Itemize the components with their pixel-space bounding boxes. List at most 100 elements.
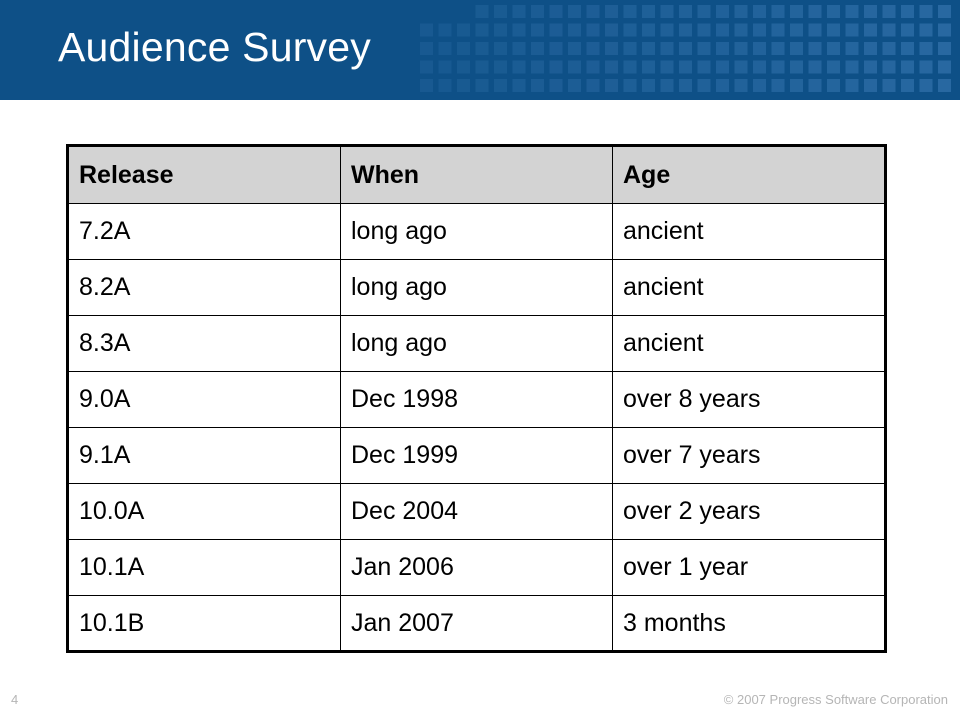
header-pattern-square xyxy=(697,23,711,37)
header-pattern-square xyxy=(790,42,803,55)
header-pattern-square xyxy=(901,23,914,37)
header-pattern-square xyxy=(642,23,655,37)
header-pattern-square xyxy=(827,79,840,92)
header-pattern-square xyxy=(827,5,840,18)
header-pattern-square xyxy=(845,60,859,74)
when-cell: long ago xyxy=(340,259,613,316)
header-pattern-square xyxy=(420,23,433,37)
header-pattern-square xyxy=(586,60,600,74)
header-pattern-square xyxy=(549,5,563,18)
header-pattern-square xyxy=(512,5,526,18)
page-number: 4 xyxy=(11,692,19,707)
when-cell: Jan 2007 xyxy=(340,595,613,652)
header-pattern-square xyxy=(438,42,452,55)
header-pattern-square xyxy=(494,60,507,74)
header-pattern-square xyxy=(605,42,618,55)
header-pattern-square xyxy=(882,79,896,92)
header-pattern-square xyxy=(660,23,674,37)
header-pattern-square xyxy=(605,60,618,74)
copyright-notice: © 2007 Progress Software Corporation xyxy=(723,692,948,707)
header-pattern-square xyxy=(919,23,933,37)
column-header-release: Release xyxy=(67,145,341,204)
header-pattern-square xyxy=(531,42,544,55)
header-pattern-square xyxy=(827,23,840,37)
header-pattern-square xyxy=(864,23,877,37)
header-pattern-square xyxy=(586,79,600,92)
header-pattern-square xyxy=(771,23,785,37)
header-pattern-square xyxy=(679,42,692,55)
header-pattern-square xyxy=(549,23,563,37)
header-pattern-square xyxy=(623,42,637,55)
header-pattern-square xyxy=(919,60,933,74)
header-pattern-square xyxy=(938,79,951,92)
header-pattern-square xyxy=(512,79,526,92)
header-bar: Audience Survey xyxy=(0,0,960,100)
header-pattern-square xyxy=(531,23,544,37)
header-pattern-square xyxy=(605,79,618,92)
age-cell: over 1 year xyxy=(612,539,886,596)
header-pattern-square xyxy=(475,42,489,55)
header-pattern-square xyxy=(864,79,877,92)
header-pattern-square xyxy=(808,42,822,55)
table-row: 7.2A long ago ancient xyxy=(67,203,886,260)
header-pattern-square xyxy=(568,60,581,74)
header-pattern-square xyxy=(623,79,637,92)
header-pattern-square xyxy=(586,5,600,18)
header-pattern-square xyxy=(845,23,859,37)
header-pattern-square xyxy=(697,79,711,92)
header-pattern-square xyxy=(790,23,803,37)
header-pattern-square xyxy=(734,60,748,74)
release-cell: 10.0A xyxy=(67,483,341,540)
table-row: 8.3A long ago ancient xyxy=(67,315,886,372)
header-pattern-square xyxy=(438,23,452,37)
header-pattern-square xyxy=(771,42,785,55)
header-pattern-square xyxy=(938,23,951,37)
header-pattern-square xyxy=(475,23,489,37)
header-pattern-square xyxy=(901,5,914,18)
header-pattern-square xyxy=(734,23,748,37)
header-pattern-square xyxy=(494,23,507,37)
slide-title: Audience Survey xyxy=(58,24,371,70)
age-cell: 3 months xyxy=(612,595,886,652)
header-pattern-square xyxy=(697,42,711,55)
header-pattern-square xyxy=(753,5,766,18)
header-pattern-square xyxy=(420,60,433,74)
header-pattern-square xyxy=(568,42,581,55)
header-pattern-square xyxy=(438,60,452,74)
when-cell: long ago xyxy=(340,315,613,372)
header-pattern-square xyxy=(512,23,526,37)
column-header-when: When xyxy=(340,145,613,204)
release-cell: 10.1B xyxy=(67,595,341,652)
header-pattern-square xyxy=(864,60,877,74)
header-pattern-square xyxy=(882,5,896,18)
header-pattern-square xyxy=(901,42,914,55)
header-pattern-square xyxy=(753,23,766,37)
header-pattern-square xyxy=(882,23,896,37)
header-pattern-square xyxy=(697,60,711,74)
release-cell: 9.1A xyxy=(67,427,341,484)
header-pattern-square xyxy=(438,79,452,92)
header-pattern-square xyxy=(882,60,896,74)
table-row: 10.1B Jan 2007 3 months xyxy=(67,595,886,652)
header-pattern-square xyxy=(531,79,544,92)
header-pattern-square xyxy=(771,5,785,18)
header-pattern-square xyxy=(642,5,655,18)
header-pattern-square xyxy=(938,60,951,74)
header-pattern-square xyxy=(938,5,951,18)
table-header-row: Release When Age xyxy=(67,145,886,204)
header-pattern-square xyxy=(771,60,785,74)
table-row: 9.0A Dec 1998 over 8 years xyxy=(67,371,886,428)
header-pattern-square xyxy=(623,60,637,74)
header-pattern-square xyxy=(420,42,433,55)
header-pattern-square xyxy=(475,60,489,74)
header-pattern-square xyxy=(753,79,766,92)
header-pattern-square xyxy=(790,60,803,74)
header-pattern-square xyxy=(827,42,840,55)
header-pattern-square xyxy=(660,60,674,74)
header-pattern-square xyxy=(660,42,674,55)
header-pattern-square xyxy=(512,42,526,55)
age-cell: ancient xyxy=(612,315,886,372)
release-cell: 10.1A xyxy=(67,539,341,596)
release-cell: 8.3A xyxy=(67,315,341,372)
header-pattern-square xyxy=(845,5,859,18)
